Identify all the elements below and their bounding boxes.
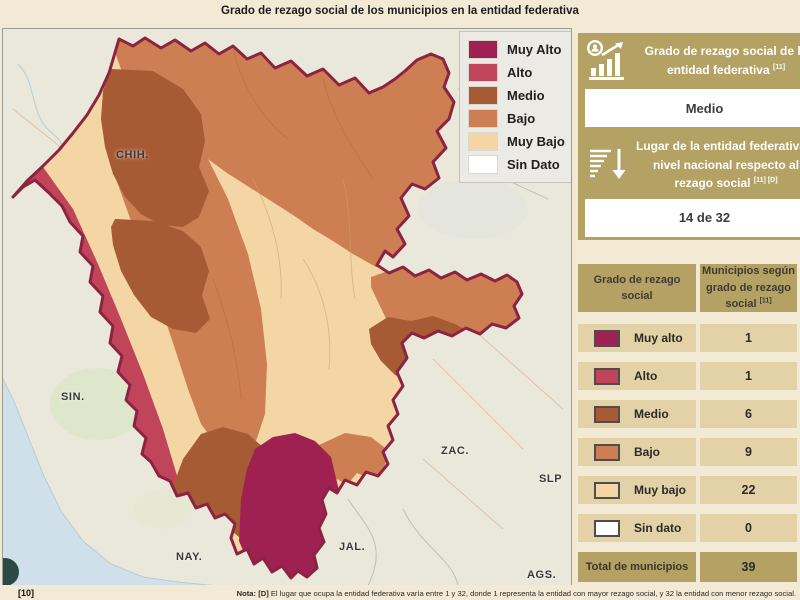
row-swatch-sin-dato bbox=[594, 519, 620, 537]
legend-item: Muy Bajo bbox=[468, 131, 571, 152]
neighbor-label-chih: CHIH. bbox=[116, 149, 149, 161]
legend-item: Bajo bbox=[468, 108, 571, 129]
table-count-sin-dato: 0 bbox=[700, 514, 797, 542]
municipal-boundaries-light bbox=[252, 178, 356, 370]
grade-card: Grado de rezago social de la entidad fed… bbox=[578, 33, 800, 240]
rank-value: 14 de 32 bbox=[585, 198, 800, 237]
legend-label: Medio bbox=[507, 88, 545, 103]
legend-swatch-bajo bbox=[468, 109, 498, 128]
legend-swatch-alto bbox=[468, 63, 498, 82]
legend-swatch-sin-dato bbox=[468, 155, 498, 174]
legend-item: Muy Alto bbox=[468, 39, 571, 60]
table-count-muy-alto: 1 bbox=[700, 324, 797, 352]
rank-card-title-text: Lugar de la entidad federativa a nivel n… bbox=[635, 139, 800, 191]
table-row-sin-dato: Sin dato bbox=[578, 514, 696, 542]
neighbor-label-jal: JAL. bbox=[339, 541, 366, 553]
neighbor-label-zac: ZAC. bbox=[441, 445, 470, 457]
grade-card-header: Grado de rezago social de la entidad fed… bbox=[578, 33, 800, 87]
neighbor-label-slp: SLP bbox=[539, 473, 563, 485]
neighbor-label-sin: SIN. bbox=[61, 391, 85, 403]
row-label: Medio bbox=[634, 407, 669, 421]
rank-card-title: Lugar de la entidad federativa a nivel n… bbox=[634, 137, 800, 193]
table-header-ref: [11] bbox=[759, 297, 772, 305]
legend-swatch-muy-alto bbox=[468, 40, 498, 59]
table-row-alto: Alto bbox=[578, 362, 696, 390]
row-swatch-bajo bbox=[594, 443, 620, 461]
legend-swatch-medio bbox=[468, 86, 498, 105]
legend-item: Alto bbox=[468, 62, 571, 83]
map-canvas[interactable] bbox=[3, 29, 571, 586]
page-title: Grado de rezago social de los municipios… bbox=[221, 5, 579, 17]
grade-card-title: Grado de rezago social de la entidad fed… bbox=[634, 42, 800, 79]
table-row-medio: Medio bbox=[578, 400, 696, 428]
table-total-label: Total de municipios bbox=[578, 552, 696, 582]
ocean bbox=[3, 377, 219, 586]
table-row-muy-bajo: Muy bajo bbox=[578, 476, 696, 504]
row-swatch-muy-bajo bbox=[594, 481, 620, 499]
row-swatch-medio bbox=[594, 405, 620, 423]
rank-card-ref: [11] [D] bbox=[753, 177, 778, 185]
municipality-region-medio-nw[interactable] bbox=[101, 69, 209, 227]
table-row-bajo: Bajo bbox=[578, 438, 696, 466]
table-header-municipios-text: Municipios según grado de rezago social … bbox=[702, 265, 795, 311]
table-count-alto: 1 bbox=[700, 362, 797, 390]
legend-item: Medio bbox=[468, 85, 571, 106]
municipality-region-medio-west-center[interactable] bbox=[111, 219, 210, 333]
note-text: El lugar que ocupa la entidad federativa… bbox=[270, 589, 796, 598]
table-header-grade: Grado de rezago social bbox=[578, 264, 696, 312]
map-legend: Muy Alto Alto Medio Bajo Muy Bajo Sin Da… bbox=[459, 31, 571, 183]
table-header-grade-text: Grado de rezago social bbox=[593, 273, 681, 303]
choropleth-map[interactable]: CHIH. SIN. NAY. JAL. ZAC. SLP AGS. Muy A… bbox=[2, 28, 572, 587]
note-label: Nota: bbox=[236, 589, 257, 598]
legend-item: Sin Dato bbox=[468, 154, 571, 175]
rank-card-header: Lugar de la entidad federativa a nivel n… bbox=[578, 131, 800, 197]
row-label: Alto bbox=[634, 369, 658, 383]
neighbor-label-nay: NAY. bbox=[176, 551, 203, 563]
row-label: Muy alto bbox=[634, 331, 683, 345]
footnote-ref-10: [10] bbox=[18, 588, 35, 598]
grade-card-ref: [11] bbox=[772, 64, 786, 71]
table-count-muy-bajo: 22 bbox=[700, 476, 797, 504]
legend-swatch-muy-bajo bbox=[468, 132, 498, 151]
table-total-value: 39 bbox=[700, 552, 797, 582]
table-header-municipios: Municipios según grado de rezago social … bbox=[700, 264, 797, 312]
neighbor-label-ags: AGS. bbox=[527, 569, 557, 581]
legend-label: Alto bbox=[507, 65, 533, 80]
legend-label: Bajo bbox=[507, 111, 536, 126]
ranking-icon bbox=[590, 148, 626, 179]
footnote-note: Nota: [D] El lugar que ocupa la entidad … bbox=[237, 589, 796, 598]
note-ref: [D] bbox=[258, 589, 269, 598]
row-swatch-alto bbox=[594, 367, 620, 385]
grade-value: Medio bbox=[585, 89, 800, 127]
legend-label: Sin Dato bbox=[507, 157, 560, 172]
row-label: Muy bajo bbox=[634, 483, 687, 497]
stats-icon bbox=[586, 39, 624, 80]
row-label: Bajo bbox=[634, 445, 661, 459]
municipal-boundaries bbox=[212, 48, 374, 400]
table-row-muy-alto: Muy alto bbox=[578, 324, 696, 352]
grade-card-title-text: Grado de rezago social de la entidad fed… bbox=[644, 44, 800, 77]
row-label: Sin dato bbox=[634, 521, 682, 535]
footer: [10] Nota: [D] El lugar que ocupa la ent… bbox=[0, 585, 800, 600]
map-corner-button[interactable] bbox=[3, 558, 19, 586]
table-count-medio: 6 bbox=[700, 400, 797, 428]
legend-label: Muy Bajo bbox=[507, 134, 565, 149]
legend-label: Muy Alto bbox=[507, 42, 562, 57]
table-count-bajo: 9 bbox=[700, 438, 797, 466]
info-panel: Grado de rezago social de la entidad fed… bbox=[578, 0, 800, 600]
row-swatch-muy-alto bbox=[594, 329, 620, 347]
